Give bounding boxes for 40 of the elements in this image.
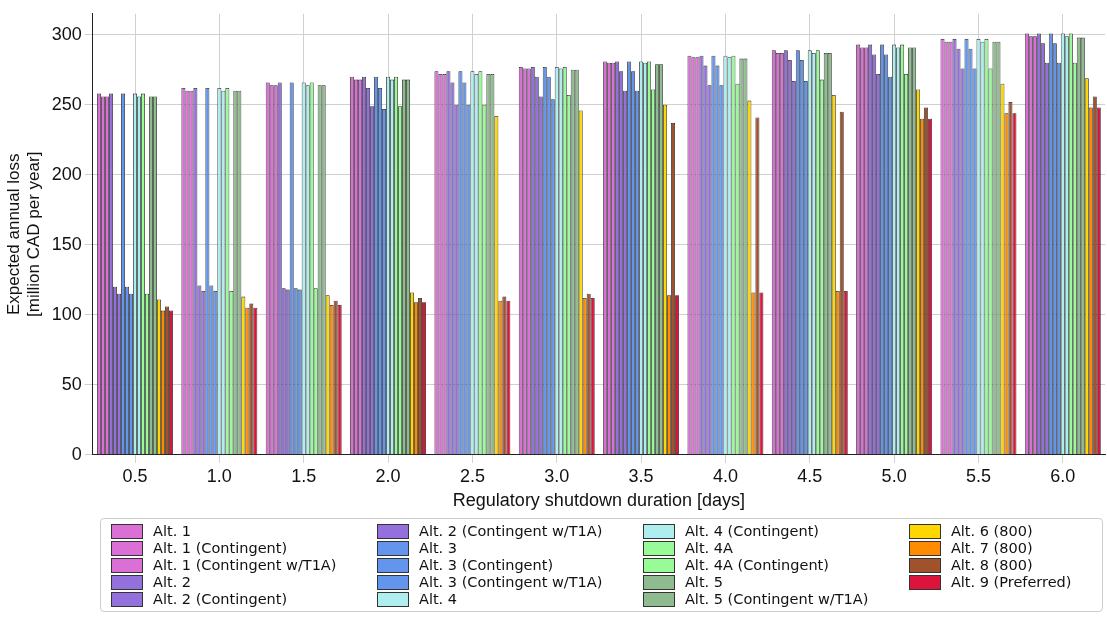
x-tick-label: 5.5: [965, 465, 991, 486]
x-tick-label: 2.0: [375, 465, 401, 486]
x-tick-label: 2.5: [459, 465, 485, 486]
legend-label: Alt. 3 (Contingent w/T1A): [418, 574, 603, 590]
legend-label: Alt. 3 (Contingent): [418, 557, 554, 573]
x-tick-label: 3.5: [628, 465, 654, 486]
x-tick-label: 3.0: [544, 465, 570, 486]
legend-label: Alt. 7 (800): [950, 540, 1033, 556]
legend-label: Alt. 2: [153, 574, 192, 590]
x-tick-label: 4.0: [712, 465, 738, 486]
legend-label: Alt. 8 (800): [950, 557, 1033, 573]
x-tick-label: 6.0: [1050, 465, 1076, 486]
legend-label: Alt. 2 (Contingent w/T1A): [418, 523, 603, 539]
y-axis-title: Expected annual loss [million CAD per year]: [3, 151, 44, 317]
legend-label: Alt. 4A (Contingent): [684, 557, 829, 573]
legend-label: Alt. 1 (Contingent): [153, 540, 288, 556]
legend-label: Alt. 1: [153, 523, 192, 539]
x-tick-label: 1.5: [291, 465, 317, 486]
y-tick-label: 50: [61, 373, 82, 394]
y-tick-label: 0: [71, 443, 82, 464]
legend-label: Alt. 6 (800): [950, 523, 1033, 539]
legend-label: Alt. 5 (Contingent w/T1A): [684, 591, 869, 607]
legend-label: Alt. 4: [418, 591, 458, 607]
legend-label: Alt. 3: [418, 540, 458, 556]
legend-label: Alt. 5: [684, 574, 724, 590]
y-tick-label: 250: [51, 93, 82, 114]
y-tick-label: 200: [51, 163, 82, 184]
x-tick-label: 5.0: [881, 465, 907, 486]
legend-label: Alt. 1 (Contingent w/T1A): [153, 557, 337, 573]
x-axis-title: Regulatory shutdown duration [days]: [452, 490, 746, 511]
legend-label: Alt. 4A: [684, 540, 733, 556]
y-tick-label: 100: [51, 303, 82, 324]
legend-label: Alt. 2 (Contingent): [153, 591, 288, 607]
legend-label: Alt. 4 (Contingent): [684, 523, 820, 539]
legend-label: Alt. 9 (Preferred): [950, 574, 1072, 590]
y-tick-label: 300: [51, 23, 82, 44]
y-tick-label: 150: [51, 233, 82, 254]
x-tick-label: 0.5: [122, 465, 148, 486]
x-tick-label: 4.5: [797, 465, 823, 486]
x-tick-label: 1.0: [206, 465, 232, 486]
